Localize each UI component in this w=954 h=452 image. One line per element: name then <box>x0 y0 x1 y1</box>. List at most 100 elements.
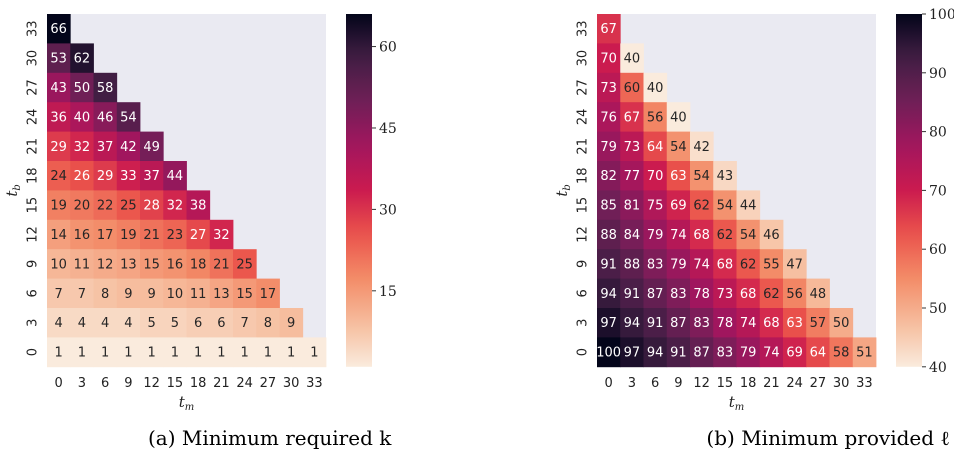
cell-value-label: 15 <box>236 287 253 302</box>
x-tick-label: 6 <box>101 376 109 391</box>
cell-value-label: 24 <box>50 169 67 184</box>
heatmap-cell <box>713 278 737 309</box>
heatmap-cell <box>163 337 187 368</box>
heatmap-cell <box>47 278 71 309</box>
x-tick-label: 21 <box>763 376 780 391</box>
heatmap-cell <box>666 131 691 162</box>
x-tick-label: 9 <box>674 376 682 391</box>
heatmap-cell <box>209 308 234 338</box>
cell-value-label: 62 <box>763 287 780 302</box>
heatmap-cell <box>783 278 807 309</box>
colorbar-tick-label: 70 <box>929 183 947 199</box>
heatmap-cell <box>666 337 691 368</box>
x-tick-label: 0 <box>604 376 612 391</box>
heatmap-cell <box>302 337 327 368</box>
cell-value-label: 53 <box>50 52 67 67</box>
heatmap-cell <box>713 219 737 250</box>
y-tick-label: 18 <box>576 167 591 184</box>
cell-value-label: 51 <box>856 346 873 361</box>
cell-value-label: 5 <box>147 316 155 331</box>
heatmap-cell <box>116 249 141 279</box>
y-tick-label: 6 <box>576 289 591 297</box>
cell-value-label: 83 <box>670 287 687 302</box>
y-axis-label: tb <box>3 184 23 196</box>
heatmap-cell <box>233 249 257 279</box>
heatmap-cell <box>690 308 714 338</box>
heatmap-cell <box>70 190 94 221</box>
heatmap-cell <box>279 337 304 368</box>
heatmap-cell <box>209 278 234 309</box>
cell-value-label: 7 <box>78 287 86 302</box>
heatmap-cell <box>47 72 71 103</box>
heatmap-cell <box>256 337 280 368</box>
cell-value-label: 1 <box>54 346 62 361</box>
cell-value-label: 32 <box>74 140 91 155</box>
cell-value-label: 1 <box>101 346 109 361</box>
heatmap-cell <box>70 161 94 191</box>
y-tick-label: 27 <box>576 79 591 96</box>
heatmap-cell <box>666 161 691 191</box>
x-tick-label: 6 <box>651 376 659 391</box>
cell-value-label: 88 <box>624 257 641 272</box>
heatmap-cell <box>620 102 644 132</box>
heatmap-cell <box>93 161 118 191</box>
y-tick-label: 33 <box>26 20 41 37</box>
heatmap-cell <box>829 308 854 338</box>
heatmap-cell <box>93 337 118 368</box>
heatmap-cell <box>620 190 644 221</box>
cell-value-label: 58 <box>833 346 850 361</box>
heatmap-cell <box>736 278 761 309</box>
cell-value-label: 91 <box>670 346 687 361</box>
cell-value-label: 46 <box>97 110 114 125</box>
heatmap-cell <box>47 337 71 368</box>
cell-value-label: 70 <box>600 52 617 67</box>
heatmap-cell <box>256 308 280 338</box>
x-tick-label: 33 <box>306 376 323 391</box>
cell-value-label: 21 <box>213 257 230 272</box>
cell-value-label: 4 <box>124 316 132 331</box>
heatmap-cell <box>93 102 118 132</box>
colorbar-tick-label: 50 <box>929 301 947 317</box>
cell-value-label: 83 <box>647 257 664 272</box>
y-tick-label: 0 <box>26 348 41 356</box>
cell-value-label: 60 <box>624 81 641 96</box>
colorbar-tick-label: 60 <box>929 242 947 258</box>
heatmap-cell <box>140 278 164 309</box>
caption-b: (b) Minimum provided ℓ <box>706 426 950 450</box>
cell-value-label: 67 <box>624 110 641 125</box>
heatmap-cell <box>643 72 668 103</box>
y-tick-label: 12 <box>26 226 41 243</box>
heatmap-cell <box>759 278 784 309</box>
heatmap-cell <box>597 102 621 132</box>
cell-value-label: 1 <box>78 346 86 361</box>
heatmap-cell <box>759 337 784 368</box>
cell-value-label: 19 <box>120 228 137 243</box>
heatmap-cell <box>47 102 71 132</box>
cell-value-label: 21 <box>143 228 160 243</box>
cell-value-label: 68 <box>717 257 734 272</box>
heatmap-cell <box>643 219 668 250</box>
heatmap-cell <box>163 278 187 309</box>
cell-value-label: 9 <box>124 287 132 302</box>
y-tick-label: 9 <box>26 260 41 268</box>
cell-value-label: 94 <box>600 287 617 302</box>
cell-value-label: 62 <box>740 257 757 272</box>
cell-value-label: 14 <box>50 228 67 243</box>
cell-value-label: 4 <box>54 316 62 331</box>
cell-value-label: 33 <box>120 169 137 184</box>
x-axis-label: tm <box>729 393 745 413</box>
heatmap-cell <box>783 308 807 338</box>
cell-value-label: 74 <box>670 228 687 243</box>
heatmap-cell <box>140 131 164 162</box>
cell-value-label: 77 <box>624 169 641 184</box>
cell-value-label: 55 <box>763 257 780 272</box>
cell-value-label: 1 <box>124 346 132 361</box>
cell-value-label: 79 <box>670 257 687 272</box>
cell-value-label: 87 <box>647 287 664 302</box>
cell-value-label: 4 <box>78 316 86 331</box>
y-tick-label: 12 <box>576 226 591 243</box>
heatmap-cell <box>597 161 621 191</box>
cell-value-label: 11 <box>74 257 91 272</box>
heatmap-cell <box>643 278 668 309</box>
cell-value-label: 26 <box>74 169 91 184</box>
